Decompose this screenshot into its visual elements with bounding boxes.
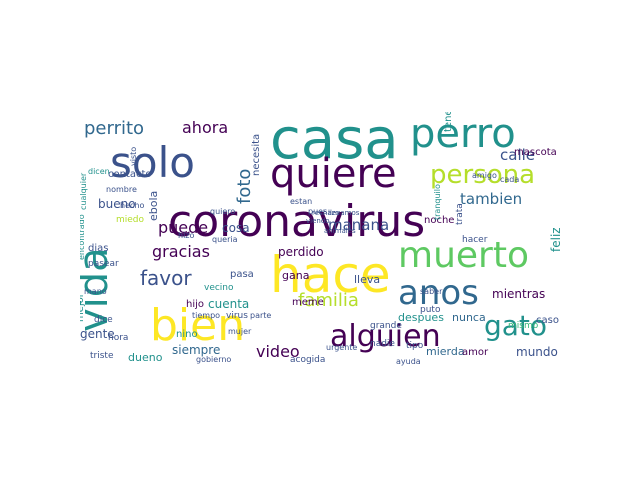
word-parte: parte	[250, 311, 272, 320]
word-animales: animales	[324, 227, 356, 235]
word-perrito: perrito	[84, 118, 145, 139]
word-hace: hace	[270, 246, 391, 304]
word-perdido: perdido	[278, 245, 324, 259]
word-visto: visto	[129, 146, 138, 166]
word-ebola: ebola	[147, 190, 160, 221]
word-encontrado: encontrado	[80, 214, 86, 260]
word-amigo: amigo	[472, 171, 497, 180]
word-ayuda: ayuda	[396, 357, 421, 366]
word-alguien: alguien	[330, 319, 441, 354]
word-dice: dice	[94, 315, 113, 325]
word-cualquier: cualquier	[80, 172, 88, 210]
word-mujer: mujer	[228, 327, 252, 336]
word-virus: virus	[226, 311, 248, 321]
word-tipo: tipo	[406, 341, 424, 351]
word-ahora: ahora	[182, 118, 229, 137]
word-mano: mano	[84, 287, 107, 296]
word-pues: pues	[308, 207, 328, 216]
word-video: video	[256, 342, 300, 361]
word-feliz: feliz	[549, 227, 560, 252]
word-familia: familia	[298, 290, 359, 311]
word-tranquilo: tranquilo	[433, 184, 442, 220]
word-tambien: tambien	[460, 190, 523, 208]
word-quiere: quiere	[270, 151, 397, 197]
word-anos: anos	[398, 273, 479, 313]
word-mejor: mejor	[80, 293, 86, 322]
word-persona: persona	[430, 160, 536, 190]
word-gana: gana	[282, 269, 310, 282]
word-favor: favor	[140, 266, 192, 290]
word-pasear: pasear	[88, 259, 119, 269]
word-coronavirus: coronavirus	[168, 196, 426, 247]
word-nunca: nunca	[452, 311, 486, 324]
word-casa: casa	[270, 112, 399, 172]
word-gracias: gracias	[152, 242, 210, 261]
word-mierda: mierda	[426, 345, 465, 358]
word-puto: puto	[420, 305, 441, 315]
word-queria: queria	[212, 235, 238, 244]
word-mismo: mismo	[508, 321, 539, 331]
word-cosa: cosa	[222, 221, 250, 235]
word-hizo: hizo	[178, 231, 195, 240]
word-pasa: pasa	[230, 269, 254, 280]
word-gato: gato	[484, 309, 548, 342]
word-acogida: acogida	[290, 355, 326, 365]
word-urgente: urgente	[326, 343, 358, 352]
word-trata: trata	[455, 203, 465, 225]
word-hijo: hijo	[186, 299, 205, 310]
word-saber: saber	[420, 287, 443, 296]
word-cloud: coronavirus casa hace perro quiere solo bien mu…	[80, 112, 560, 368]
word-muerto: muerto	[398, 235, 529, 276]
word-gente: gente	[80, 327, 115, 341]
word-cada: cada	[500, 175, 520, 184]
word-contacto: contacto	[108, 169, 152, 180]
word-hora: hora	[108, 333, 129, 343]
word-mascota: mascota	[514, 147, 557, 158]
word-hecho: hecho	[120, 201, 145, 210]
word-quiero: quiero	[210, 207, 236, 216]
word-solo: solo	[110, 138, 195, 187]
word-caso: caso	[536, 315, 559, 326]
word-despues: despues	[398, 311, 444, 324]
word-nombre: nombre	[106, 185, 137, 194]
word-estan: estan	[290, 197, 313, 206]
word-mundo: mundo	[516, 345, 558, 359]
word-calle: calle	[500, 146, 536, 164]
word-llevamos: llevamos	[328, 209, 360, 217]
word-grande: grande	[370, 321, 402, 331]
word-dueno: dueno	[128, 351, 163, 364]
word-amor: amor	[462, 347, 489, 358]
word-noche: noche	[424, 215, 455, 226]
word-bien: bien	[150, 300, 246, 351]
word-dias: dias	[88, 243, 109, 254]
word-viendo: viendo	[306, 217, 330, 225]
word-tiempo: tiempo	[192, 311, 221, 320]
word-manana: manana	[328, 216, 390, 234]
word-nino: nino	[176, 329, 198, 340]
word-nadie: nadie	[370, 339, 395, 349]
word-miedo: miedo	[116, 215, 145, 225]
word-dicen: dicen	[88, 167, 110, 176]
word-gobierno: gobierno	[196, 355, 232, 364]
word-siempre: siempre	[172, 343, 221, 357]
word-hacer: hacer	[462, 235, 488, 245]
word-mientras: mientras	[492, 287, 546, 301]
word-puede: puede	[158, 218, 209, 237]
word-necesita: necesita	[251, 133, 262, 176]
word-vecino: vecino	[204, 283, 234, 293]
word-cuenta: cuenta	[208, 297, 250, 311]
word-perro: perro	[410, 112, 516, 157]
word-meme: meme	[292, 297, 324, 308]
word-tener: tener	[443, 112, 454, 132]
word-lleva: lleva	[354, 273, 381, 286]
word-rechazo: rechazo	[312, 209, 340, 217]
word-bueno: bueno	[98, 197, 136, 211]
word-triste: triste	[90, 351, 114, 361]
